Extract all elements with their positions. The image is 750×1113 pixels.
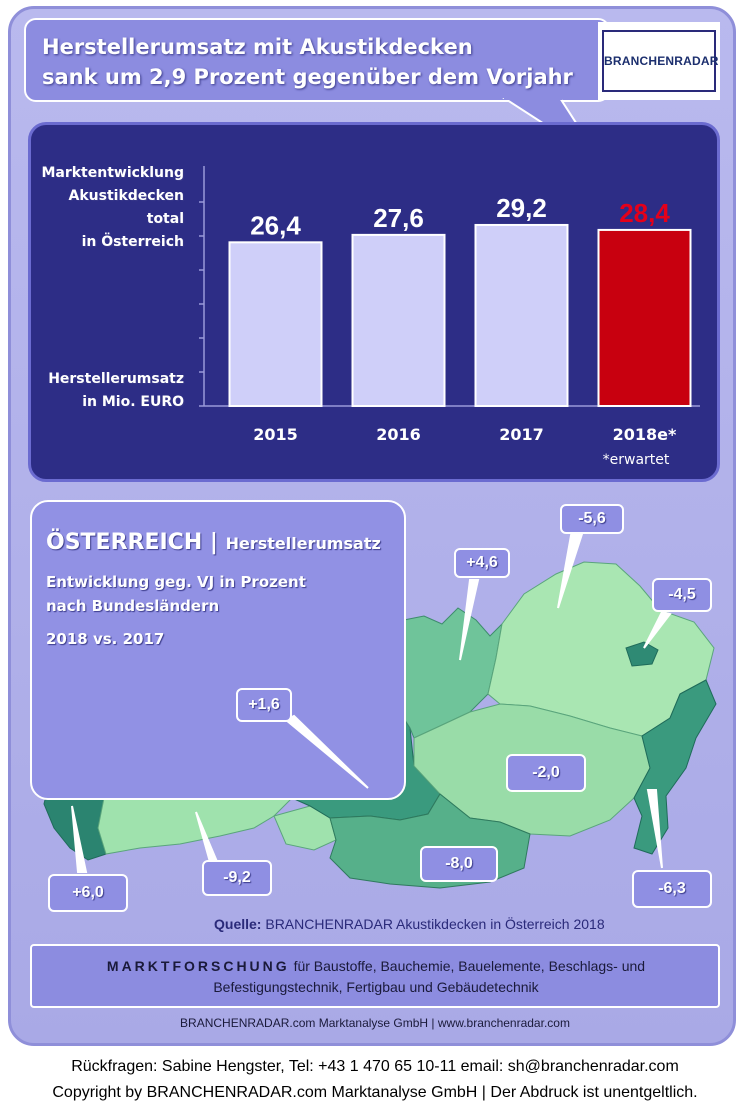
marktforschung-line-2: Befestigungstechnik, Fertigbau und Gebäu… bbox=[213, 979, 539, 995]
marktforschung-text: MARKTFORSCHUNG für Baustoffe, Bauchemie,… bbox=[36, 956, 716, 998]
marktforschung-title: MARKTFORSCHUNG bbox=[106, 958, 290, 974]
category-label-2017: 2017 bbox=[499, 425, 544, 444]
headline-line-2: sank um 2,9 Prozent gegenüber dem Vorjah… bbox=[42, 65, 573, 89]
map-title-sub: Herstellerumsatz bbox=[225, 534, 381, 553]
ylabel-top-line-1: Marktentwicklung bbox=[41, 165, 184, 181]
map-period: 2018 vs. 2017 bbox=[46, 630, 165, 648]
map-title-main: ÖSTERREICH bbox=[46, 530, 203, 555]
change-label-tirol: -9,2 bbox=[202, 860, 272, 896]
ylabel-top-line-3: total bbox=[146, 211, 184, 227]
value-label-2016: 27,6 bbox=[373, 203, 424, 233]
bar-2017 bbox=[474, 223, 569, 407]
pointer-vorarlberg bbox=[71, 805, 88, 873]
change-label-steiermark: -2,0 bbox=[506, 754, 586, 792]
pointer-burgenland bbox=[646, 789, 663, 869]
headline: Herstellerumsatz mit Akustikdecken sank … bbox=[42, 32, 602, 92]
ylabel-bottom-line-2: in Mio. EURO bbox=[82, 394, 184, 410]
map-subtitle-line-2: nach Bundesländern bbox=[46, 597, 220, 615]
change-label-niederoesterreich: -5,6 bbox=[560, 504, 624, 534]
pointer-niederoesterreich bbox=[557, 528, 584, 609]
map-title: ÖSTERREICH | Herstellerumsatz bbox=[46, 530, 381, 555]
change-label-wien: -4,5 bbox=[652, 578, 712, 612]
map-subtitle: Entwicklung geg. VJ in Prozent nach Bund… bbox=[46, 570, 306, 618]
pointer-wien bbox=[643, 610, 672, 649]
change-label-kaernten: -8,0 bbox=[420, 846, 498, 882]
value-label-2015: 26,4 bbox=[250, 210, 301, 240]
company-line: BRANCHENRADAR.com Marktanalyse GmbH | ww… bbox=[180, 1016, 570, 1030]
map-region-wien bbox=[625, 641, 659, 667]
value-label-2018e*: 28,4 bbox=[619, 198, 670, 228]
pointer-oberoesterreich bbox=[459, 579, 480, 661]
map-subtitle-line-1: Entwicklung geg. VJ in Prozent bbox=[46, 573, 306, 591]
logo-frame bbox=[602, 30, 716, 92]
contact-line: Rückfragen: Sabine Hengster, Tel: +43 1 … bbox=[71, 1058, 679, 1075]
y-axis-label-top: Marktentwicklung Akustikdecken total in … bbox=[34, 162, 184, 254]
headline-bubble bbox=[24, 18, 610, 102]
ylabel-bottom-line-1: Herstellerumsatz bbox=[48, 371, 184, 387]
marktforschung-line-1: MARKTFORSCHUNG für Baustoffe, Bauchemie,… bbox=[36, 956, 716, 977]
value-label-2017: 29,2 bbox=[496, 193, 547, 223]
ylabel-top-line-4: in Österreich bbox=[81, 234, 184, 250]
source-label: Quelle: bbox=[214, 916, 262, 932]
y-axis-label-bottom: Herstellerumsatz in Mio. EURO bbox=[34, 368, 184, 414]
pointer-salzburg bbox=[284, 714, 369, 789]
pointer-tirol bbox=[195, 811, 220, 866]
map-info-box bbox=[30, 500, 406, 800]
source-text: BRANCHENRADAR Akustikdecken in Österreic… bbox=[265, 916, 605, 932]
change-label-oberoesterreich: +4,6 bbox=[454, 548, 510, 578]
marktforschung-line-1-text: für Baustoffe, Bauchemie, Bauelemente, B… bbox=[293, 958, 646, 974]
bar-2016 bbox=[351, 233, 446, 407]
brand-logo: BRANCHENRADAR bbox=[598, 22, 720, 100]
marktforschung-box bbox=[30, 944, 720, 1008]
ylabel-top-line-2: Akustikdecken bbox=[68, 188, 184, 204]
category-label-2018e*: 2018e* bbox=[613, 425, 677, 444]
copyright-line: Copyright by BRANCHENRADAR.com Marktanal… bbox=[52, 1084, 698, 1101]
bar-2018e* bbox=[597, 228, 692, 407]
bar-chart: 26,4 2015 27,6 2016 29,2 2017 28,4 2018e* bbox=[199, 166, 700, 444]
change-label-burgenland: -6,3 bbox=[632, 870, 712, 908]
bar-2015 bbox=[228, 241, 323, 407]
map-title-separator: | bbox=[202, 530, 226, 555]
category-label-2016: 2016 bbox=[376, 425, 421, 444]
source-line: Quelle: BRANCHENRADAR Akustikdecken in Ö… bbox=[214, 916, 605, 932]
change-label-salzburg: +1,6 bbox=[236, 688, 292, 722]
logo-text: BRANCHENRADAR bbox=[604, 54, 719, 68]
chart-footnote: *erwartet bbox=[602, 452, 670, 468]
headline-line-1: Herstellerumsatz mit Akustikdecken bbox=[42, 35, 473, 59]
category-label-2015: 2015 bbox=[253, 425, 298, 444]
change-label-vorarlberg: +6,0 bbox=[48, 874, 128, 912]
